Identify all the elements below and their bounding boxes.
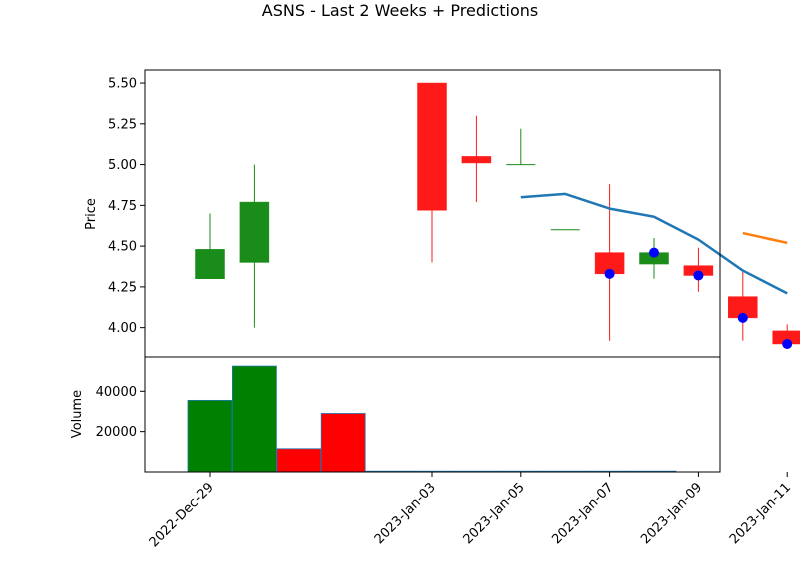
prediction-marker xyxy=(693,270,704,281)
price-tick-label: 4.50 xyxy=(108,240,137,255)
candle-body xyxy=(417,82,447,211)
prediction-marker xyxy=(604,268,615,279)
volume-bar xyxy=(231,365,277,473)
price-y-ticks: 5.50 5.25 5.00 4.75 4.50 4.25 4.00 xyxy=(108,77,145,336)
price-tick-label: 5.00 xyxy=(108,158,137,173)
volume-bar xyxy=(187,399,233,473)
prediction-markers xyxy=(604,247,793,349)
candlesticks xyxy=(195,82,800,345)
volume-bar xyxy=(320,413,366,473)
prediction-marker xyxy=(649,247,659,258)
price-tick-label: 4.25 xyxy=(108,280,137,295)
volume-tick-label: 40000 xyxy=(96,385,137,400)
volume-tick-label: 20000 xyxy=(96,425,137,440)
price-tick-label: 5.25 xyxy=(108,117,137,132)
price-panel: 5.50 5.25 5.00 4.75 4.50 4.25 4.00 Price xyxy=(84,69,800,358)
candle-body xyxy=(461,156,492,164)
prediction-line xyxy=(520,192,788,295)
volume-panel: 40000 20000 Volume xyxy=(70,356,721,473)
price-tick-label: 4.75 xyxy=(108,199,137,214)
volume-axis-label: Volume xyxy=(70,390,85,438)
price-tick-label: 5.50 xyxy=(108,77,137,92)
candle-body xyxy=(239,201,270,263)
volume-y-ticks: 40000 20000 xyxy=(96,385,145,440)
prediction-marker xyxy=(782,338,793,349)
volume-bar xyxy=(276,448,322,473)
prediction-lines xyxy=(520,192,788,295)
prediction-marker xyxy=(737,312,748,323)
candle-body xyxy=(195,249,225,279)
volume-bars xyxy=(187,365,677,473)
second-prediction-line xyxy=(742,231,788,245)
chart-title: ASNS - Last 2 Weeks + Predictions xyxy=(262,1,538,20)
price-tick-label: 4.00 xyxy=(108,321,137,336)
price-axis-label: Price xyxy=(84,198,99,230)
